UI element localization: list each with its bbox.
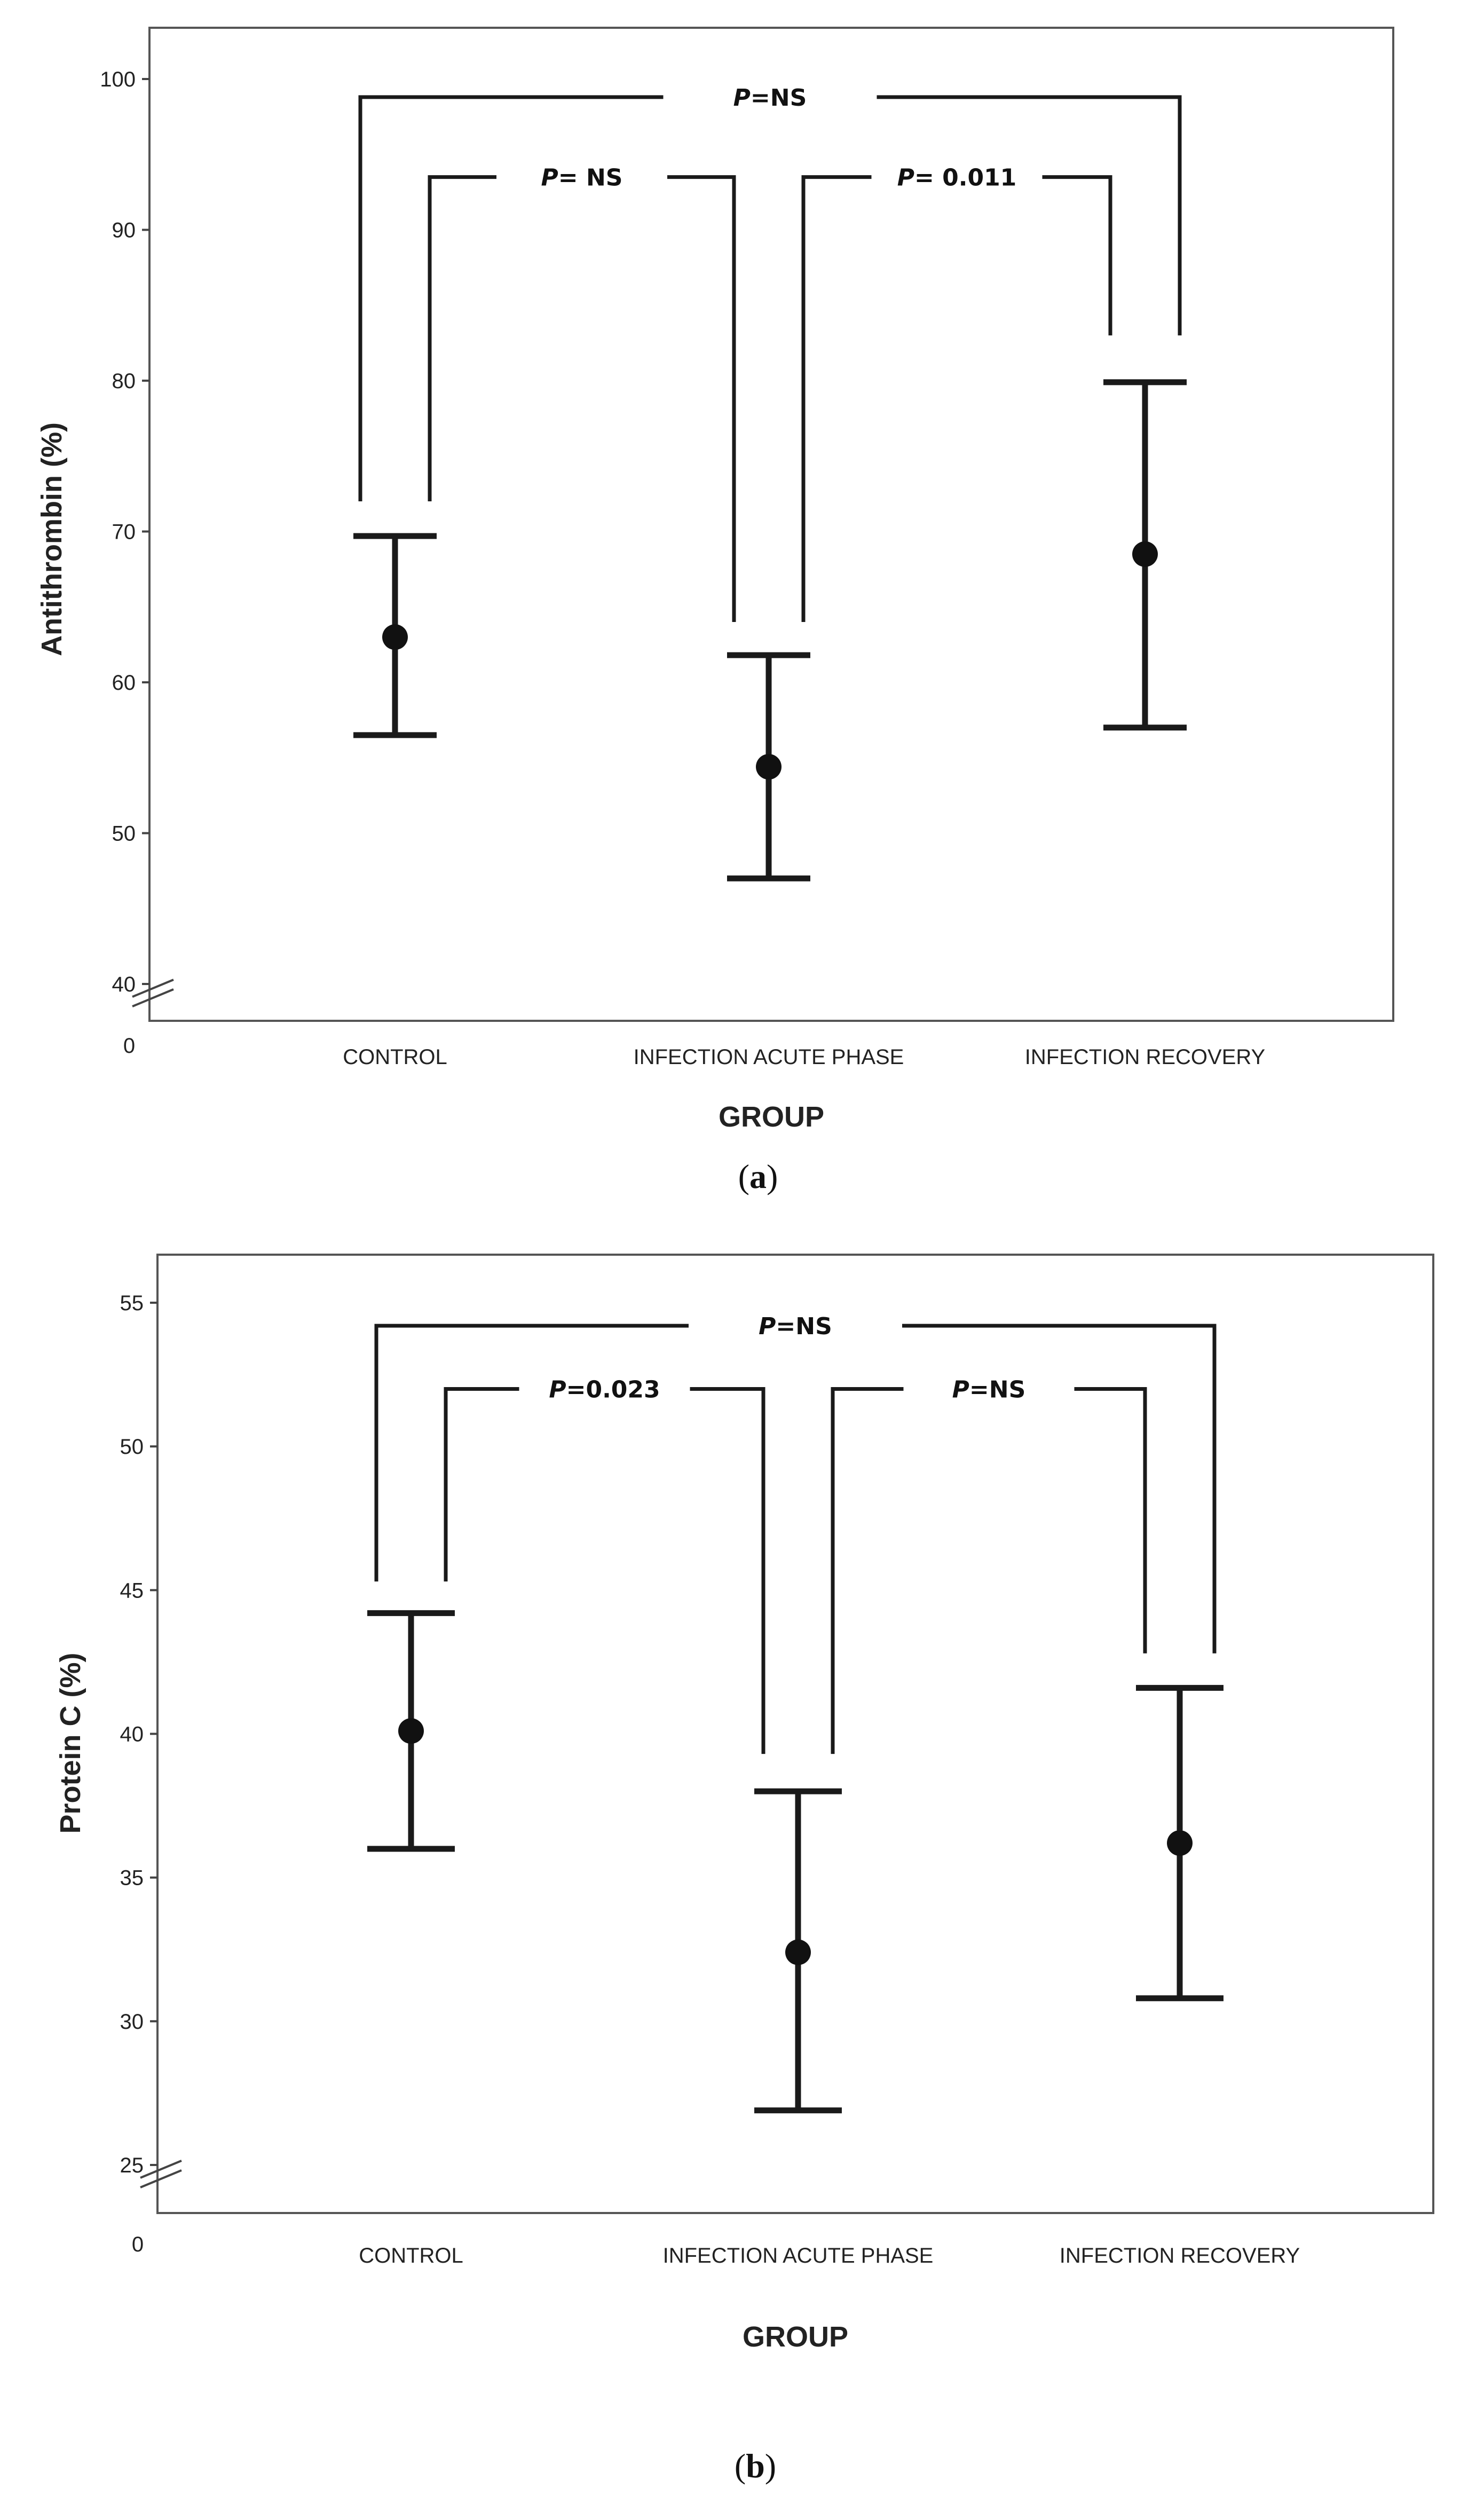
panel-a-bracket-line [801,175,872,622]
panel-b-p-value-label: P=0.023 [549,1376,660,1404]
panel-b-p-symbol: P [759,1313,776,1340]
panel-b-axis-break-label: 0 [132,2233,144,2256]
panel-a-p-symbol: P [733,84,751,112]
panel-b-mean-point [398,1718,424,1744]
panel-a-bracket-line [1042,175,1112,336]
panel-b-bracket-line [902,1324,1217,1653]
panel-b-y-tick-label: 35 [120,1867,144,1890]
panel-b-p-symbol: P [952,1376,969,1404]
panel-a-caption-letter: a [749,1157,767,1195]
panel-a-mean-point [382,624,408,650]
panel-a-plot-frame [148,27,1394,1022]
panel-a-bracket-line [428,175,496,501]
panel-a-axis-break-mark [132,988,174,1007]
panel-a-y-tick-label: 100 [100,68,136,91]
panel-a-p-value-label: P=NS [733,84,807,112]
panel-b-y-tick-label: 50 [120,1435,144,1459]
panel-a-axis-break-mark [132,979,174,998]
panel-a-p-value: = NS [558,164,623,192]
panel-b-category-label: INFECTION RECOVERY [1060,2244,1300,2267]
panel-b-axis-break-mark [140,2160,182,2179]
panel-b-y-axis-title: Protein C (%) [54,1652,86,1833]
panel-b-y-tick-label: 40 [120,1723,144,1746]
panel-a-bracket-line [877,95,1182,336]
panel-b-bracket-line [444,1387,519,1582]
panel-a-y-tick-label: 80 [112,369,136,393]
panel-b-y-tick-label: 45 [120,1579,144,1602]
panel-b-p-value-label: P=NS [759,1313,832,1340]
panel-a-axis-break-label: 0 [123,1034,135,1058]
panel-b-category-label: CONTROL [359,2244,463,2267]
panel-b-bracket-line [831,1387,904,1754]
panel-a-p-value: = 0.011 [914,164,1016,192]
panel-b-caption-letter: b [746,2447,765,2485]
panel-b-p-value: =0.023 [566,1376,660,1404]
panel-b-chart: Protein C (%) GROUP 0 25 30 35 40 45 50 55 CONT… [54,1254,1434,2485]
panel-a-y-tick-label: 70 [112,521,136,544]
panel-a-category-label: INFECTION RECOVERY [1025,1045,1265,1069]
panel-b-p-value: =NS [969,1376,1025,1404]
panel-b-y-tick-label: 25 [120,2154,144,2177]
panel-a-p-value: =NS [751,84,807,112]
panel-b-p-value: =NS [776,1313,832,1340]
panel-b-category-label: INFECTION ACUTE PHASE [663,2244,934,2267]
panel-a-y-tick-label: 40 [112,973,136,996]
panel-b-y-tick-label: 30 [120,2010,144,2034]
panel-a-bracket-line [358,95,664,501]
panel-b-x-axis-title: GROUP [743,2321,848,2353]
panel-a-mean-point [1132,541,1158,567]
panel-b-p-symbol: P [549,1376,566,1404]
panel-b-mean-point [785,1939,811,1965]
panel-b-bracket-line [374,1324,689,1582]
panel-a-p-value-label: P= NS [541,164,623,192]
panel-a-chart: Antithrombin (%) GROUP 0 40 50 60 70 80 90 100… [36,27,1394,1195]
panel-a-y-tick-label: 60 [112,671,136,695]
panel-b-bracket-line [690,1387,765,1754]
panel-a-category-label: CONTROL [343,1045,447,1069]
panel-b-p-value-label: P=NS [952,1376,1026,1404]
panel-a-p-symbol: P [897,164,914,192]
panel-b-mean-point [1167,1830,1193,1856]
panel-a-caption: (a) [738,1157,778,1195]
panel-a-x-axis-title: GROUP [719,1101,824,1133]
panel-a-p-symbol: P [541,164,558,192]
panel-a-category-label: INFECTION ACUTE PHASE [634,1045,904,1069]
panel-a-y-tick-label: 90 [112,219,136,242]
panel-b-bracket-line [1074,1387,1147,1653]
panel-b-caption: (b) [735,2447,776,2485]
panel-a-p-value-label: P= 0.011 [897,164,1017,192]
panel-b-y-tick-label: 55 [120,1292,144,1315]
panel-b-axis-break-mark [140,2169,182,2188]
panel-a-mean-point [756,754,782,780]
panel-a-bracket-line [667,175,736,622]
panel-a-y-axis-title: Antithrombin (%) [36,422,68,656]
panel-a-y-tick-label: 50 [112,822,136,846]
